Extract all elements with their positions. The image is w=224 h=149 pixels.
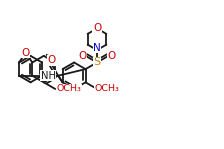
Text: O: O	[22, 48, 30, 58]
Text: O: O	[107, 51, 116, 61]
Text: OCH₃: OCH₃	[56, 84, 81, 93]
Text: O: O	[93, 24, 101, 34]
Text: OCH₃: OCH₃	[94, 84, 119, 93]
Text: O: O	[78, 51, 87, 61]
Text: O: O	[47, 55, 56, 65]
Text: N: N	[93, 43, 101, 53]
Text: NH: NH	[41, 71, 56, 81]
Text: S: S	[93, 58, 101, 67]
